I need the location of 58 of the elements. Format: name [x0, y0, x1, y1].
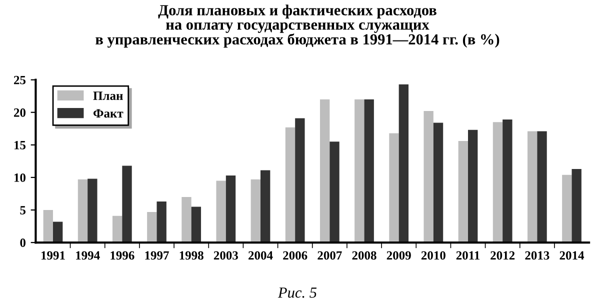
y-tick-label: 0 [20, 238, 26, 247]
x-tick-label: 2004 [248, 251, 273, 260]
y-tick-label: 25 [14, 76, 26, 84]
x-tick-label: 2014 [560, 251, 584, 260]
x-tick-label: 1998 [180, 251, 204, 260]
y-tick-label: 10 [14, 173, 26, 182]
bar [226, 175, 236, 243]
x-tick-label: 1997 [145, 251, 169, 260]
bar [354, 99, 364, 243]
bar [182, 196, 192, 243]
bar [330, 142, 340, 243]
x-tick-label: 1994 [76, 251, 100, 260]
bar [112, 216, 122, 243]
bar [88, 178, 98, 243]
bar [122, 166, 132, 243]
x-tick-label: 2011 [456, 251, 480, 260]
x-tick-label: 2003 [214, 251, 238, 260]
bar [43, 210, 53, 243]
legend-label: Факт [94, 109, 124, 118]
chart-title: Доля плановых и фактических расходов на оплату государственных служащих в управленческих расходах бюджета в 1991—2014 гг. (в %) [96, 4, 500, 48]
bar [52, 222, 63, 243]
x-tick-label: 1996 [110, 251, 134, 260]
bar [572, 168, 582, 243]
bar [78, 179, 88, 243]
bar [364, 99, 374, 243]
bar [468, 130, 478, 243]
bar [562, 174, 572, 243]
bar [458, 141, 468, 243]
bar [260, 170, 270, 243]
bar [433, 122, 444, 243]
y-tick-label: 20 [14, 108, 26, 117]
bar [285, 127, 296, 243]
y-tick-label: 15 [14, 140, 26, 150]
bar [502, 120, 512, 243]
x-tick-label: 2007 [318, 251, 342, 260]
legend-label: План [93, 92, 123, 100]
text: Рис. 5 [278, 288, 317, 298]
bar [250, 179, 260, 243]
bar [537, 131, 547, 243]
bar [320, 99, 330, 243]
x-tick-label: 2008 [352, 251, 376, 260]
bar [191, 206, 202, 243]
bar [398, 84, 409, 243]
x-tick-label: 2010 [421, 251, 446, 260]
bar [216, 180, 226, 243]
bar [424, 111, 434, 243]
bar [295, 118, 305, 243]
x-tick-label: 1991 [41, 251, 65, 260]
x-tick-label: 2006 [283, 251, 308, 260]
bar [156, 202, 166, 243]
bar [147, 212, 157, 243]
y-tick-label: 5 [20, 206, 26, 214]
x-tick-label: 2009 [386, 251, 411, 260]
x-tick-label: 2012 [490, 251, 515, 260]
bar [389, 133, 399, 243]
x-tick-label: 2013 [525, 251, 550, 260]
bar [527, 131, 538, 243]
bar [492, 122, 503, 243]
